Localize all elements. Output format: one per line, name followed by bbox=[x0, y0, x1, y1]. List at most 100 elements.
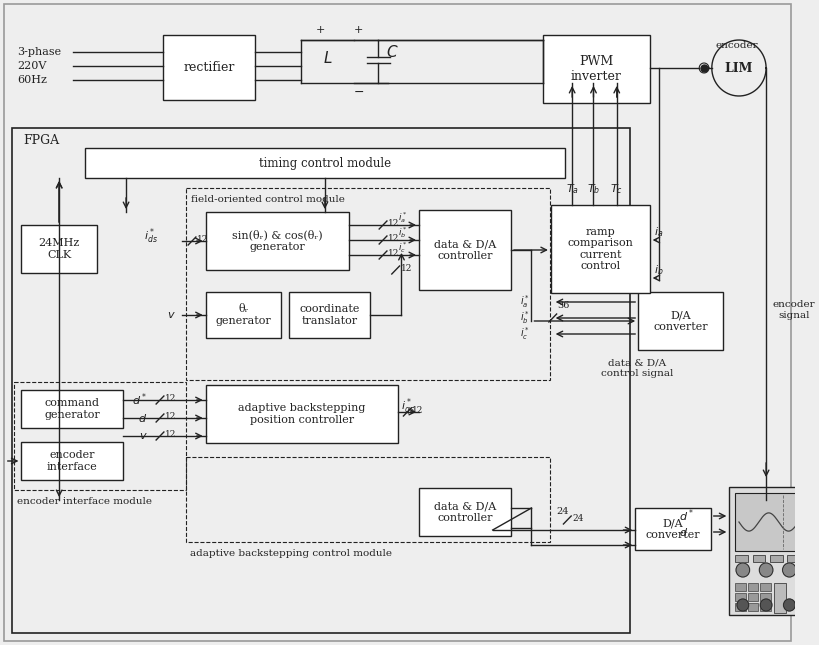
Text: 24MHz
CLK: 24MHz CLK bbox=[38, 238, 79, 260]
Text: $i^*_a$: $i^*_a$ bbox=[397, 210, 407, 226]
Text: $i_b$: $i_b$ bbox=[653, 263, 663, 277]
Text: 220V: 220V bbox=[17, 61, 47, 71]
Circle shape bbox=[759, 599, 771, 611]
Text: 12: 12 bbox=[387, 249, 399, 258]
FancyBboxPatch shape bbox=[734, 493, 819, 551]
Text: D/A
converter: D/A converter bbox=[653, 310, 708, 332]
FancyBboxPatch shape bbox=[206, 212, 349, 270]
Text: +: + bbox=[315, 25, 324, 35]
Text: encoder
interface: encoder interface bbox=[47, 450, 97, 471]
FancyBboxPatch shape bbox=[419, 210, 510, 290]
Text: $T_a$: $T_a$ bbox=[565, 182, 578, 196]
FancyBboxPatch shape bbox=[163, 35, 255, 100]
Text: field-oriented control module: field-oriented control module bbox=[191, 195, 345, 204]
Circle shape bbox=[735, 563, 749, 577]
Text: encoder: encoder bbox=[715, 41, 758, 50]
Text: $d$: $d$ bbox=[138, 412, 147, 424]
Circle shape bbox=[781, 563, 795, 577]
Text: $i^*_b$: $i^*_b$ bbox=[519, 310, 529, 326]
Text: $C$: $C$ bbox=[386, 44, 399, 60]
FancyBboxPatch shape bbox=[734, 555, 747, 562]
Text: +: + bbox=[354, 25, 363, 35]
FancyBboxPatch shape bbox=[752, 555, 764, 562]
Text: $v$: $v$ bbox=[166, 310, 175, 320]
Text: $d$: $d$ bbox=[678, 526, 687, 538]
Circle shape bbox=[736, 599, 748, 611]
Text: $i^*_b$: $i^*_b$ bbox=[397, 226, 407, 241]
Text: FPGA: FPGA bbox=[23, 135, 59, 148]
FancyBboxPatch shape bbox=[21, 442, 123, 480]
FancyBboxPatch shape bbox=[21, 225, 97, 273]
Text: $d^*$: $d^*$ bbox=[678, 508, 693, 524]
Text: 24: 24 bbox=[555, 507, 568, 516]
FancyBboxPatch shape bbox=[288, 292, 370, 338]
Text: 12: 12 bbox=[387, 234, 399, 243]
Text: 3-phase: 3-phase bbox=[17, 47, 61, 57]
Circle shape bbox=[806, 599, 817, 611]
Text: $i^*_c$: $i^*_c$ bbox=[397, 241, 407, 255]
Text: $i^*_c$: $i^*_c$ bbox=[519, 326, 529, 342]
Text: $T_c$: $T_c$ bbox=[609, 182, 622, 196]
Text: 60Hz: 60Hz bbox=[17, 75, 48, 85]
Text: $i_a$: $i_a$ bbox=[653, 225, 662, 239]
Text: 12: 12 bbox=[165, 394, 176, 403]
FancyBboxPatch shape bbox=[635, 508, 710, 550]
Text: ramp
comparison
current
control: ramp comparison current control bbox=[567, 226, 632, 272]
Text: encoder
signal: encoder signal bbox=[772, 301, 815, 320]
FancyBboxPatch shape bbox=[759, 583, 770, 591]
Text: 12: 12 bbox=[400, 264, 411, 273]
Text: adaptive backstepping
position controller: adaptive backstepping position controlle… bbox=[238, 403, 364, 425]
Text: encoder interface module: encoder interface module bbox=[17, 497, 152, 506]
Text: 36: 36 bbox=[557, 301, 569, 310]
Text: $d^*$: $d^*$ bbox=[132, 392, 147, 408]
FancyBboxPatch shape bbox=[759, 603, 770, 611]
FancyBboxPatch shape bbox=[21, 390, 123, 428]
FancyBboxPatch shape bbox=[734, 583, 744, 591]
Circle shape bbox=[799, 585, 819, 611]
Text: $L$: $L$ bbox=[323, 50, 333, 66]
Circle shape bbox=[783, 599, 794, 611]
FancyBboxPatch shape bbox=[747, 583, 758, 591]
FancyBboxPatch shape bbox=[637, 292, 722, 350]
FancyBboxPatch shape bbox=[747, 603, 758, 611]
FancyBboxPatch shape bbox=[759, 593, 770, 601]
Text: θᵣ
generator: θᵣ generator bbox=[215, 304, 271, 326]
Text: D/A
converter: D/A converter bbox=[645, 518, 699, 540]
Text: $T_b$: $T_b$ bbox=[586, 182, 600, 196]
FancyBboxPatch shape bbox=[206, 292, 281, 338]
Text: rectifier: rectifier bbox=[183, 61, 234, 74]
FancyBboxPatch shape bbox=[769, 555, 781, 562]
Text: LIM: LIM bbox=[724, 61, 752, 75]
Text: coordinate
translator: coordinate translator bbox=[299, 304, 360, 326]
FancyBboxPatch shape bbox=[542, 35, 649, 103]
Text: data & D/A
controller: data & D/A controller bbox=[433, 239, 495, 261]
FancyBboxPatch shape bbox=[734, 593, 744, 601]
Text: 24: 24 bbox=[572, 514, 583, 523]
FancyBboxPatch shape bbox=[773, 583, 785, 613]
Text: $i^*_{ds}$: $i^*_{ds}$ bbox=[143, 226, 157, 246]
Text: 12: 12 bbox=[412, 406, 423, 415]
FancyBboxPatch shape bbox=[804, 555, 817, 562]
Text: 12: 12 bbox=[165, 430, 176, 439]
Circle shape bbox=[758, 563, 772, 577]
FancyBboxPatch shape bbox=[85, 148, 564, 178]
Text: $i^*_{qs}$: $i^*_{qs}$ bbox=[400, 397, 414, 419]
Text: command
generator: command generator bbox=[44, 398, 100, 420]
FancyBboxPatch shape bbox=[728, 487, 819, 615]
Text: timing control module: timing control module bbox=[259, 157, 391, 170]
FancyBboxPatch shape bbox=[734, 603, 744, 611]
FancyBboxPatch shape bbox=[747, 593, 758, 601]
Circle shape bbox=[808, 562, 819, 578]
Text: $v$: $v$ bbox=[138, 431, 147, 441]
Text: data & D/A
control signal: data & D/A control signal bbox=[600, 359, 672, 378]
FancyBboxPatch shape bbox=[206, 385, 397, 443]
Text: sin(θᵣ) & cos(θᵣ)
generator: sin(θᵣ) & cos(θᵣ) generator bbox=[232, 230, 322, 252]
Text: data & D/A
controller: data & D/A controller bbox=[433, 501, 495, 523]
Text: PWM
inverter: PWM inverter bbox=[570, 55, 621, 83]
Text: −: − bbox=[353, 86, 364, 99]
FancyBboxPatch shape bbox=[786, 555, 799, 562]
Text: 12: 12 bbox=[197, 235, 208, 244]
Text: $i^*_a$: $i^*_a$ bbox=[519, 293, 529, 310]
Text: 12: 12 bbox=[387, 219, 399, 228]
FancyBboxPatch shape bbox=[419, 488, 510, 536]
